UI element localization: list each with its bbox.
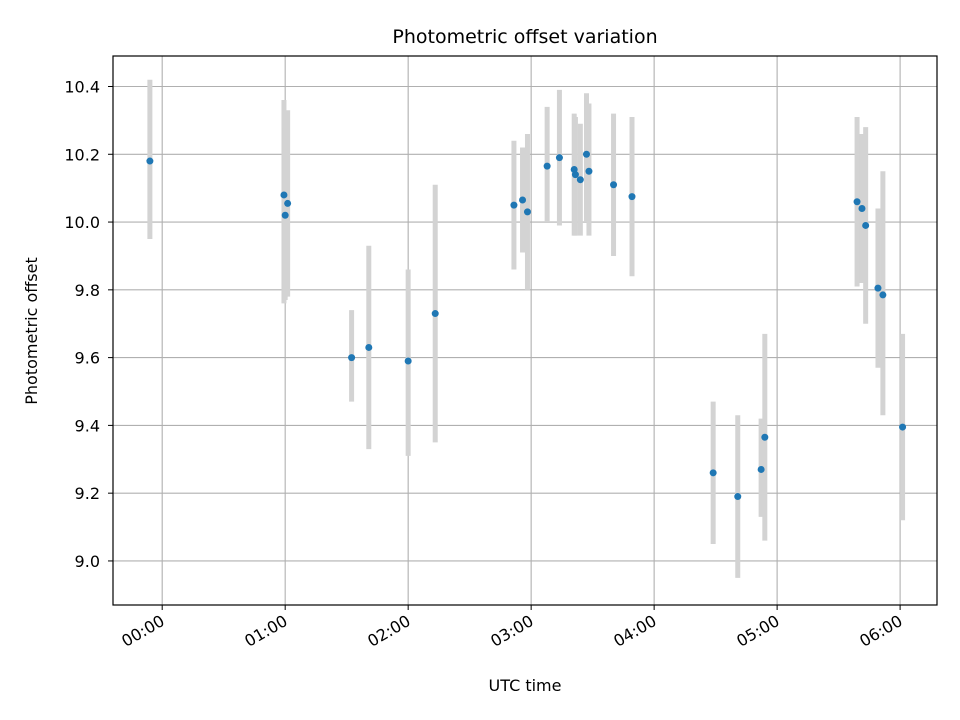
y-axis-label: Photometric offset xyxy=(22,257,41,405)
y-tick-label: 10.2 xyxy=(64,145,100,164)
data-point xyxy=(284,199,292,207)
y-tick-label: 9.8 xyxy=(75,281,100,300)
data-point xyxy=(280,191,288,199)
y-tick-label: 9.4 xyxy=(75,416,100,435)
data-point xyxy=(431,310,439,318)
data-point xyxy=(555,154,563,162)
data-point xyxy=(862,221,870,229)
chart-title: Photometric offset variation xyxy=(392,26,657,48)
data-point xyxy=(879,291,887,299)
data-point xyxy=(610,181,618,189)
data-point xyxy=(585,167,593,175)
data-point xyxy=(757,465,765,473)
data-point xyxy=(510,201,518,209)
data-point xyxy=(899,423,907,431)
data-point xyxy=(348,354,356,362)
data-point xyxy=(281,211,289,219)
y-tick-label: 10.4 xyxy=(64,78,100,97)
data-point xyxy=(858,205,866,212)
data-point xyxy=(582,150,590,158)
data-point xyxy=(734,493,742,501)
data-point xyxy=(761,433,769,441)
y-axis-ticks: 9.0 9.2 9.4 9.6 9.8 10.0 10.2 10.4 xyxy=(64,78,113,571)
y-tick-label: 9.0 xyxy=(75,552,100,571)
data-point xyxy=(365,343,373,351)
plot-frame xyxy=(112,55,938,606)
data-point xyxy=(523,208,531,216)
data-point xyxy=(709,469,717,477)
data-point xyxy=(628,193,636,201)
x-axis-label: UTC time xyxy=(489,676,562,695)
y-tick-label: 9.2 xyxy=(75,484,100,503)
point-layer xyxy=(146,150,907,501)
data-point xyxy=(543,162,551,170)
data-point xyxy=(519,196,527,204)
data-point xyxy=(576,176,584,184)
y-tick-label: 9.6 xyxy=(75,349,100,368)
data-point xyxy=(874,284,882,292)
data-point xyxy=(146,157,154,165)
data-point xyxy=(404,357,412,365)
data-point xyxy=(571,171,579,179)
data-point xyxy=(853,198,861,206)
y-tick-label: 10.0 xyxy=(64,213,100,232)
